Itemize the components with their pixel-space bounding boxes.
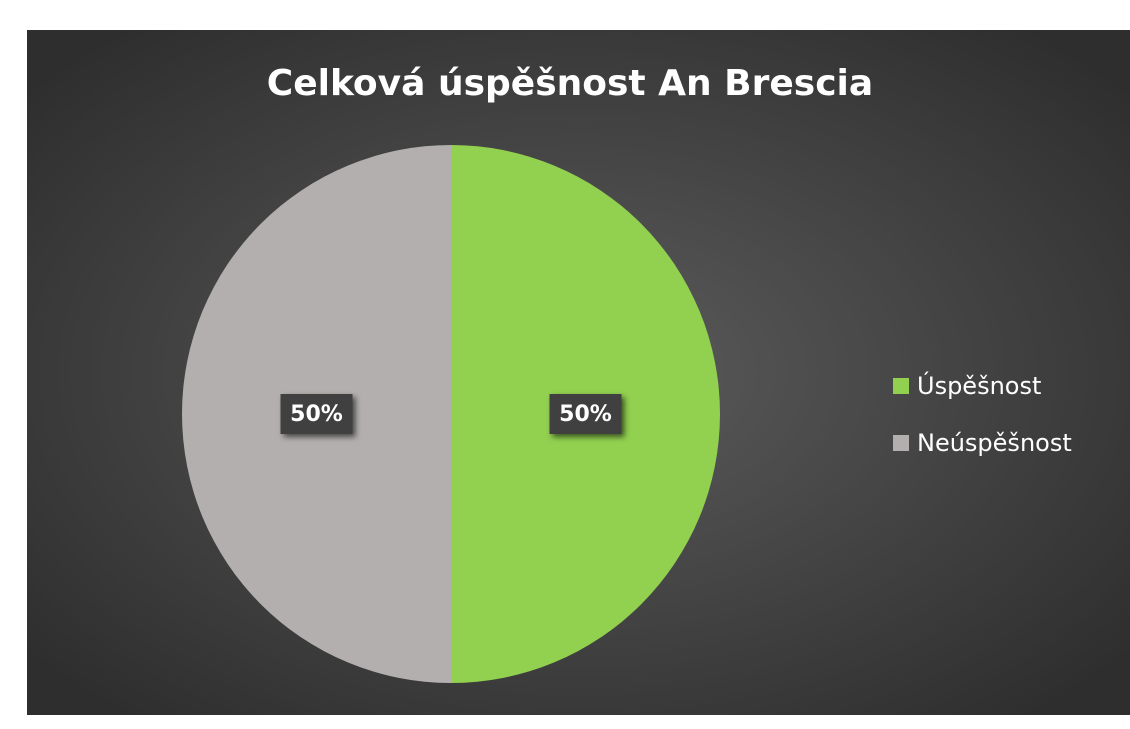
chart-title: Celková úspěšnost An Brescia: [267, 63, 873, 104]
data-label-box: [280, 394, 353, 434]
data-label: 50%: [559, 402, 612, 427]
legend-label: Úspěšnost: [917, 370, 1041, 400]
legend-swatch: [893, 435, 909, 451]
legend-swatch: [893, 378, 909, 394]
data-label: 50%: [290, 402, 343, 427]
data-label-box: [549, 394, 622, 434]
legend-label: Neúspěšnost: [917, 429, 1072, 457]
